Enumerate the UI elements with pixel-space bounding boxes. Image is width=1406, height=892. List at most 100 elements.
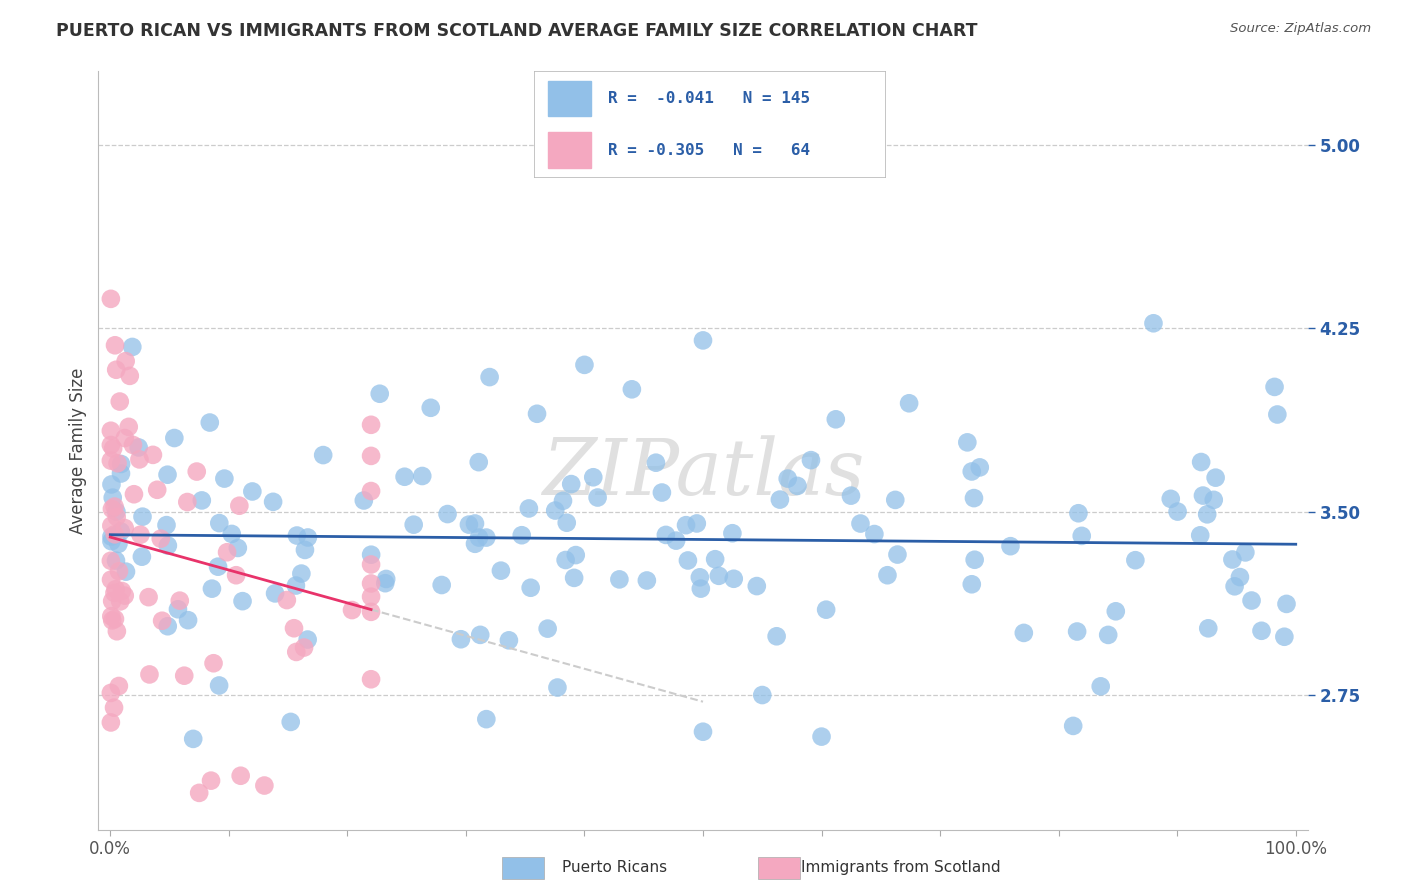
Point [360,672,382,686]
Point [114,589,136,603]
FancyBboxPatch shape [548,81,591,116]
Point [450,632,472,647]
Point [1272,630,1295,644]
Point [114,431,136,445]
Point [1275,597,1298,611]
Point [519,581,541,595]
Point [1189,528,1212,542]
Point [368,386,391,401]
Point [467,455,489,469]
Point [402,517,425,532]
Point [115,565,138,579]
Point [689,570,711,584]
Point [101,502,124,516]
Point [104,338,127,352]
Point [562,571,585,585]
Point [1205,470,1227,484]
Point [1197,508,1219,522]
Point [1229,570,1251,584]
Point [100,534,122,549]
Point [149,532,172,546]
Point [100,530,122,544]
Point [1012,626,1035,640]
Point [285,528,308,542]
Point [188,786,211,800]
Point [155,518,177,533]
Point [360,605,382,619]
Text: R =  -0.041   N = 145: R = -0.041 N = 145 [609,91,810,106]
Point [609,573,631,587]
FancyBboxPatch shape [534,71,886,178]
Point [551,493,574,508]
Point [554,553,576,567]
Point [960,465,983,479]
Point [232,594,254,608]
Point [228,499,250,513]
Point [1160,491,1182,506]
Point [419,401,441,415]
Point [360,590,382,604]
Point [292,640,315,655]
Point [104,612,127,626]
Point [411,469,433,483]
FancyBboxPatch shape [548,132,591,168]
Point [226,541,249,555]
Point [103,700,125,714]
Point [173,669,195,683]
Point [217,545,239,559]
Point [1105,604,1128,618]
Point [849,516,872,531]
Point [146,483,169,497]
Point [1202,492,1225,507]
Point [769,492,792,507]
Point [201,582,224,596]
Point [464,537,486,551]
Point [108,394,131,409]
Text: Immigrants from Scotland: Immigrants from Scotland [801,860,1001,874]
Point [105,624,128,639]
Point [651,485,673,500]
Point [100,686,122,700]
Point [360,576,382,591]
Point [555,516,578,530]
Point [960,577,983,591]
Point [104,527,127,541]
Point [110,457,132,471]
Point [800,453,823,467]
Point [360,484,382,499]
Point [110,467,132,481]
Point [118,368,141,383]
Point [686,516,709,531]
Point [221,527,243,541]
Point [498,633,520,648]
Point [128,441,150,455]
Point [181,731,204,746]
Point [114,521,136,535]
Point [138,667,160,681]
Point [280,714,302,729]
Point [100,518,122,533]
Point [510,528,533,542]
Point [546,681,568,695]
Point [468,531,491,545]
Point [430,578,453,592]
Point [1125,553,1147,567]
Point [150,614,173,628]
Point [582,470,605,484]
Point [253,779,276,793]
Point [360,558,382,572]
Point [956,435,979,450]
Point [167,602,190,616]
Point [129,527,152,541]
Point [969,460,991,475]
Point [114,354,136,368]
Point [478,370,501,384]
Point [100,554,122,568]
Point [815,602,838,616]
Point [692,334,714,348]
Point [169,593,191,607]
Point [765,629,787,643]
Point [156,619,179,633]
Point [898,396,921,410]
Point [103,500,125,514]
